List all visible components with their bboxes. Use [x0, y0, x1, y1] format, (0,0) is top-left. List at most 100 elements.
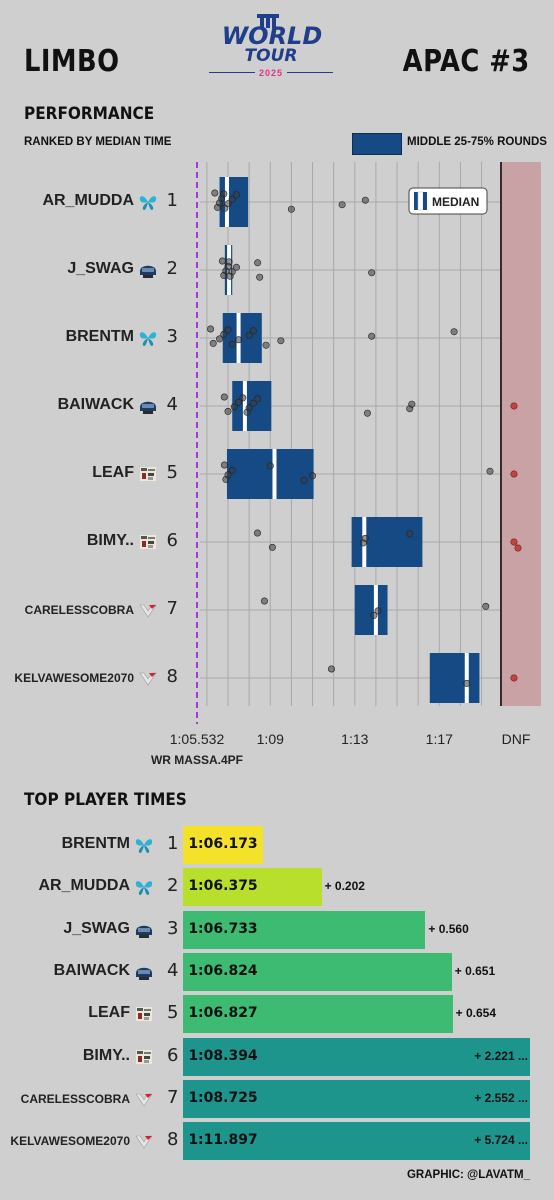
round-time-point: [338, 201, 346, 209]
team-icon-wrap: [138, 396, 158, 416]
performance-player-row: AR_MUDDA 1: [0, 190, 190, 214]
round-time-point: [235, 398, 243, 406]
player-rank: 3: [166, 326, 178, 347]
player-name: AR_MUDDA: [42, 192, 134, 209]
round-time-point: [287, 205, 295, 213]
round-time-point: [266, 462, 274, 470]
player-name: BIMY..: [82, 1046, 130, 1064]
team-icon-wrap: [134, 877, 154, 897]
round-time-point: [256, 273, 264, 281]
mosaic-team-icon: [136, 1007, 152, 1022]
player-name: BAIWACK: [53, 961, 130, 979]
player-rank: 2: [166, 258, 178, 279]
round-time-point: [260, 597, 268, 605]
round-time-point: [218, 257, 226, 265]
player-name: KELVAWESOME2070: [10, 1134, 130, 1149]
red-v-team-icon: [139, 604, 157, 618]
butterfly-team-icon: [135, 881, 153, 896]
logo-year: 2025: [205, 68, 337, 78]
time-delta: + 0.202: [324, 879, 365, 894]
round-time-point: [408, 400, 416, 408]
team-icon-wrap: [138, 464, 158, 484]
team-icon-wrap: [134, 1131, 154, 1151]
round-time-point: [363, 409, 371, 417]
top-time-row: BIMY.. 6 1:08.394 + 2.221 ...: [0, 1037, 554, 1076]
time-bar-base: [183, 1122, 263, 1161]
round-time-point: [224, 471, 232, 479]
round-time-point: [450, 328, 458, 336]
region-title: APAC #3: [403, 44, 530, 79]
performance-box-chart: 1:05.532 1:09 1:13 1:17 DNF WR MASSA.4PF MEDI…: [151, 162, 541, 767]
box-chart-grid: [196, 162, 540, 724]
dnf-point: [510, 470, 518, 478]
median-kelvawesome2070: [464, 653, 469, 703]
player-rank: 1: [166, 190, 178, 211]
round-time-point: [262, 341, 270, 349]
box-chart-boxes: [219, 177, 480, 703]
helmet-team-icon: [136, 967, 152, 980]
round-time-point: [228, 195, 236, 203]
round-time-point: [228, 340, 236, 348]
performance-player-row: J_SWAG 2: [0, 258, 190, 282]
round-time-point: [220, 461, 228, 469]
box-leaf: [226, 449, 314, 499]
player-name: LEAF: [92, 464, 134, 481]
round-time-point: [249, 327, 257, 335]
top-time-row: LEAF 5 1:06.827 + 0.654: [0, 995, 554, 1034]
round-time-point: [277, 337, 285, 345]
median-baiwack: [242, 381, 247, 431]
team-icon-wrap: [138, 260, 158, 280]
time-delta: + 0.654: [455, 1006, 497, 1021]
dnf-axis-label: DNF: [502, 731, 531, 747]
round-time-point: [224, 326, 232, 334]
time-delta: + 5.724 ...: [474, 1133, 528, 1148]
round-time-point: [239, 394, 247, 402]
dnf-point: [514, 544, 522, 552]
round-time-point: [370, 611, 378, 619]
event-title: LIMBO: [24, 44, 120, 79]
round-time-point: [220, 393, 228, 401]
round-time-point: [309, 472, 317, 480]
player-rank: 8: [166, 666, 178, 687]
round-time-point: [209, 339, 217, 347]
player-name: J_SWAG: [63, 919, 130, 937]
player-name: BIMY..: [86, 532, 134, 549]
player-rank: 3: [167, 917, 179, 939]
time-bar-base: [183, 910, 263, 949]
player-rank: 7: [166, 598, 178, 619]
round-time-point: [245, 404, 253, 412]
team-icon-wrap: [134, 962, 154, 982]
time-bar-base: [183, 1037, 263, 1076]
player-name: BRENTM: [61, 835, 130, 852]
legend-box-label: MIDDLE 25-75% ROUNDS: [407, 136, 547, 148]
round-time-point: [232, 263, 240, 271]
butterfly-team-icon: [135, 839, 153, 853]
median-legend-swatch-right: [423, 192, 427, 210]
player-rank: 4: [166, 394, 178, 415]
time-delta: + 0.560: [428, 921, 469, 936]
player-rank: 5: [167, 1002, 179, 1024]
dnf-point: [510, 538, 518, 546]
performance-player-row: BIMY.. 6: [0, 530, 190, 554]
time-value: 1:06.824: [188, 962, 258, 979]
player-rank: 1: [167, 833, 179, 854]
round-time-point: [374, 607, 382, 615]
top-time-row: KELVAWESOME2070 8 1:11.897 + 5.724 ...: [0, 1122, 554, 1161]
helmet-team-icon: [140, 401, 156, 414]
performance-player-row: CARELESSCOBRA 7: [0, 598, 190, 622]
round-time-point: [253, 529, 261, 537]
time-delta: + 2.552 ...: [474, 1090, 528, 1105]
player-rank: 6: [167, 1044, 179, 1066]
player-name: AR_MUDDA: [38, 877, 130, 895]
round-time-point: [254, 395, 262, 403]
median-legend: MEDIAN: [408, 187, 488, 215]
round-time-point: [482, 602, 490, 610]
round-time-point: [228, 268, 236, 276]
round-time-point: [224, 407, 232, 415]
round-time-point: [268, 543, 276, 551]
round-time-point: [228, 466, 236, 474]
round-time-point: [207, 325, 215, 333]
round-time-point: [230, 403, 238, 411]
round-time-point: [361, 196, 369, 204]
time-bar-base: [183, 995, 263, 1034]
